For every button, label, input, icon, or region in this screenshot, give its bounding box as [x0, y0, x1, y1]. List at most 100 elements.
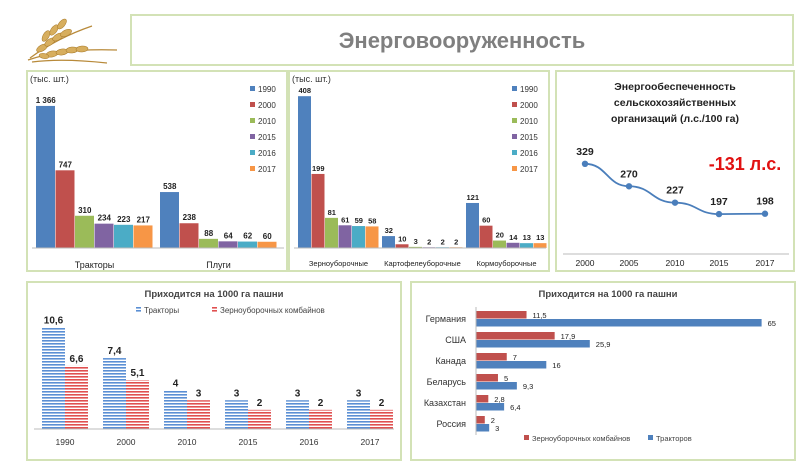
per-1000ha-years-chart: Приходится на 1000 га пашни Тракторы Зерно… [34, 289, 394, 447]
x-tick-label: 2010 [178, 437, 197, 447]
legend-label: 2017 [258, 165, 276, 174]
chart-title: Приходится на 1000 га пашни [539, 289, 678, 300]
bar-Тракторы-2000 [55, 170, 75, 248]
value-label: 32 [385, 226, 393, 235]
value-label: 3 [196, 388, 202, 399]
bar-Кормоуборочные-2000 [479, 225, 493, 248]
value-label: 60 [263, 232, 272, 241]
legend-swatch [512, 166, 517, 171]
power-supply-chart: Энергообеспеченность сельскохозяйственных… [563, 81, 789, 268]
value-label: 197 [710, 196, 728, 208]
bar-Россия-1 [476, 424, 490, 432]
bar-Казахстан-1 [476, 403, 505, 411]
bar-Тракторы-1990 [36, 105, 55, 248]
bar-Картофелеуборочные-2010 [409, 246, 422, 248]
bar-Картофелеуборочные-2000 [395, 244, 409, 248]
per-1000ha-countries-chart: Приходится на 1000 га пашни Германия 11,5 6… [424, 289, 776, 443]
legend-swatch [512, 134, 517, 139]
value-label: 81 [328, 208, 336, 217]
legend-label: 2010 [258, 117, 276, 126]
value-label: 10,6 [44, 315, 64, 326]
value-label: 7,4 [108, 346, 122, 357]
bar-Кормоуборочные-1990 [466, 202, 479, 248]
wheat-logo [27, 18, 118, 64]
value-label: 16 [552, 361, 560, 370]
value-label: 13 [523, 233, 531, 242]
value-label: 2 [379, 398, 385, 409]
value-label: 5 [504, 374, 508, 383]
bar-Беларусь-1 [476, 382, 517, 390]
y-tick-label: Беларусь [427, 377, 467, 387]
bar-Плуги-2017 [257, 241, 277, 248]
bar-Кормоуборочные-2010 [493, 240, 506, 248]
value-label: 2,8 [494, 395, 504, 404]
bar-2010-0 [164, 390, 187, 429]
title-box: Энерговооруженность [130, 14, 794, 66]
value-label: 538 [163, 182, 177, 191]
value-label: 6,4 [510, 403, 520, 412]
bar-Зерноуборочные-2015 [338, 225, 352, 248]
category-label: Картофелеуборочные [384, 259, 461, 268]
chart-title-line: Энергообеспеченность [614, 81, 736, 93]
per-1000ha-years-panel: Приходится на 1000 га пашни Тракторы Зерно… [26, 281, 402, 461]
bar-2016-1 [309, 409, 332, 429]
legend-swatch [136, 307, 141, 312]
value-label: 217 [137, 215, 151, 224]
value-label: 121 [466, 193, 479, 202]
value-label: 1 366 [36, 96, 57, 105]
value-label: 60 [482, 216, 490, 225]
bar-Кормоуборочные-2017 [533, 243, 547, 248]
value-label: 13 [536, 233, 544, 242]
y-tick-label: Казахстан [424, 398, 466, 408]
value-label: 3 [356, 388, 362, 399]
value-label: 6,6 [70, 354, 84, 365]
chart-title: Приходится на 1000 га пашни [145, 289, 284, 300]
value-label: 10 [398, 234, 406, 243]
bar-США-1 [476, 340, 590, 348]
bar-Тракторы-2016 [114, 224, 133, 248]
bar-Канада-0 [476, 353, 507, 361]
legend-swatch [250, 166, 255, 171]
legend-label: 2017 [520, 165, 538, 174]
power-point-2000 [581, 160, 589, 168]
value-label: 329 [576, 146, 594, 158]
power-point-2015 [715, 210, 723, 218]
value-label: 199 [312, 164, 325, 173]
legend-label: 2016 [258, 149, 276, 158]
page-title: Энерговооруженность [338, 28, 586, 53]
y-tick-label: Россия [436, 419, 466, 429]
legend-swatch [648, 435, 653, 440]
legend-swatch [250, 86, 255, 91]
value-label: 223 [117, 215, 131, 224]
value-label: 2 [318, 398, 324, 409]
legend-swatch [512, 150, 517, 155]
category-label: Зерноуборочные [309, 259, 368, 268]
bar-Казахстан-0 [476, 395, 489, 403]
legend-swatch [512, 118, 517, 123]
bar-2010-1 [187, 400, 210, 429]
legend-swatch [512, 102, 517, 107]
category-label: Кормоуборочные [476, 259, 536, 268]
x-tick-label: 2000 [117, 437, 136, 447]
bar-Зерноуборочные-2017 [365, 226, 379, 248]
bar-Плуги-2000 [179, 223, 199, 248]
value-label: 4 [173, 379, 179, 390]
value-label: 408 [298, 86, 311, 95]
value-label: 238 [183, 213, 197, 222]
bar-Германия-0 [476, 311, 527, 319]
bar-2017-1 [370, 409, 393, 429]
x-tick-label: 2010 [666, 258, 685, 268]
bar-2015-1 [248, 409, 271, 429]
bar-2000-1 [126, 380, 149, 429]
category-label: Тракторы [75, 260, 115, 270]
value-label: 2 [257, 398, 263, 409]
legend-label: Зерноуборочных комбайнов [220, 306, 325, 315]
legend-swatch [212, 307, 217, 312]
value-label: 58 [368, 216, 376, 225]
legend-label: 2010 [520, 117, 538, 126]
value-label: 2 [441, 237, 445, 246]
y-tick-label: США [445, 335, 466, 345]
value-label: 17,9 [561, 332, 576, 341]
bar-Плуги-2010 [199, 238, 218, 248]
value-label: 7 [513, 353, 517, 362]
